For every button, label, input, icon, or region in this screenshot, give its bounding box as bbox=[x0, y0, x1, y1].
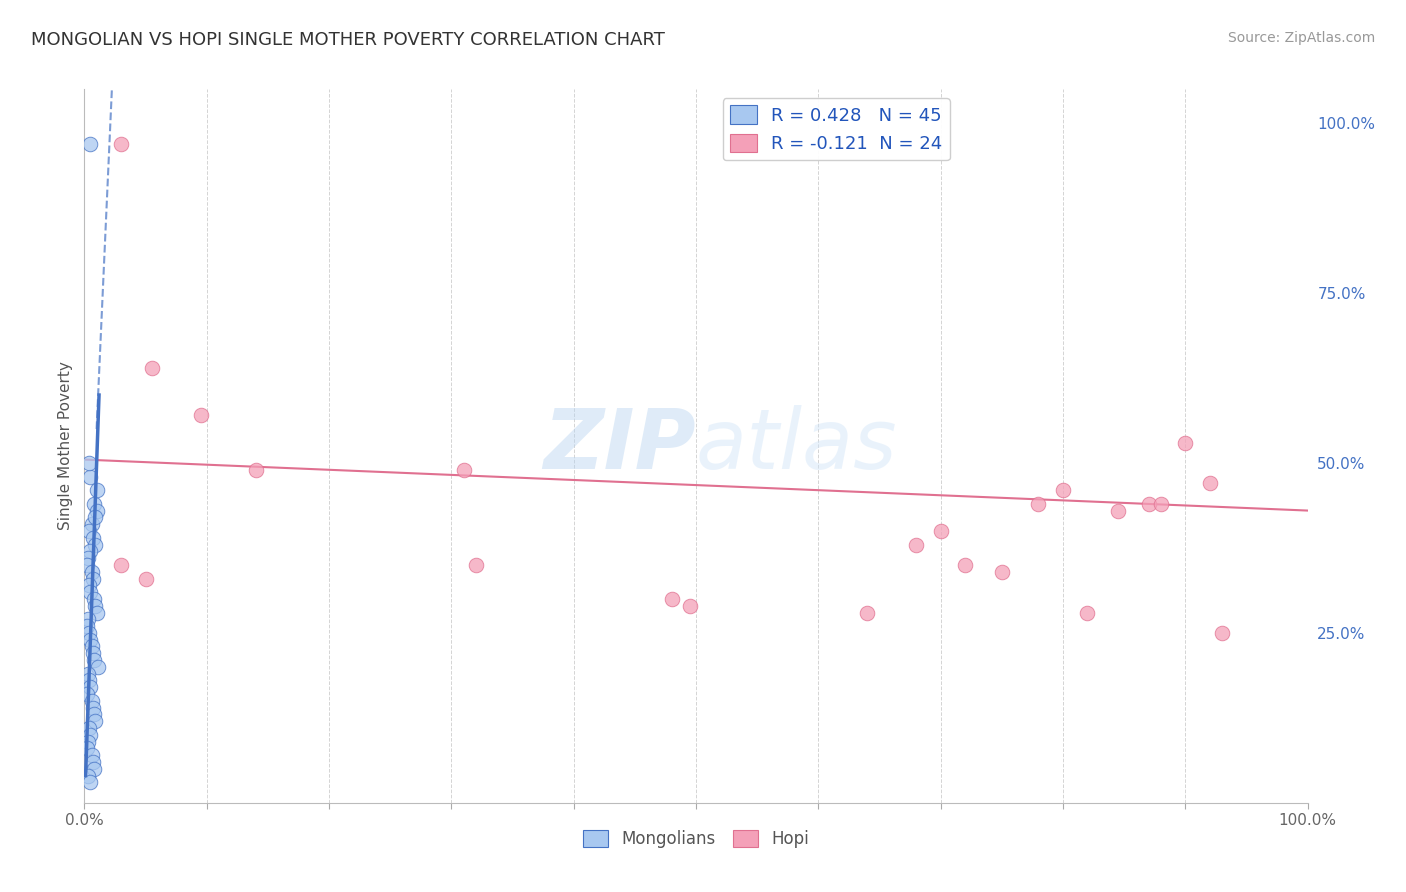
Point bbox=[80, 694, 103, 708]
Text: ZIP: ZIP bbox=[543, 406, 696, 486]
Point bbox=[82, 531, 104, 545]
Point bbox=[110, 136, 132, 151]
Point bbox=[79, 728, 101, 742]
Point bbox=[77, 734, 100, 748]
Point bbox=[82, 700, 104, 714]
Point bbox=[1028, 497, 1050, 511]
Point bbox=[80, 748, 103, 763]
Point bbox=[82, 646, 104, 660]
Point bbox=[84, 510, 107, 524]
Point bbox=[1076, 606, 1098, 620]
Point bbox=[77, 626, 100, 640]
Point bbox=[80, 517, 103, 532]
Point bbox=[1052, 483, 1074, 498]
Point bbox=[83, 497, 105, 511]
Point bbox=[86, 483, 108, 498]
Point bbox=[79, 469, 101, 483]
Point bbox=[929, 524, 952, 538]
Text: atlas: atlas bbox=[696, 406, 897, 486]
Point bbox=[76, 687, 98, 701]
Point bbox=[464, 558, 486, 572]
Point bbox=[79, 775, 101, 789]
Point bbox=[79, 544, 101, 558]
Point bbox=[77, 673, 100, 688]
Point bbox=[110, 558, 132, 572]
Point bbox=[79, 632, 101, 647]
Point bbox=[77, 612, 100, 626]
Text: MONGOLIAN VS HOPI SINGLE MOTHER POVERTY CORRELATION CHART: MONGOLIAN VS HOPI SINGLE MOTHER POVERTY … bbox=[31, 31, 665, 49]
Text: Source: ZipAtlas.com: Source: ZipAtlas.com bbox=[1227, 31, 1375, 45]
Point bbox=[141, 360, 163, 375]
Point bbox=[1137, 497, 1160, 511]
Point bbox=[1107, 503, 1129, 517]
Point bbox=[84, 537, 107, 551]
Point bbox=[82, 572, 104, 586]
Point bbox=[80, 640, 103, 654]
Y-axis label: Single Mother Poverty: Single Mother Poverty bbox=[58, 361, 73, 531]
Point bbox=[77, 551, 100, 566]
Legend: Mongolians, Hopi: Mongolians, Hopi bbox=[576, 823, 815, 855]
Point bbox=[77, 524, 100, 538]
Point bbox=[856, 606, 879, 620]
Point bbox=[79, 136, 101, 151]
Point bbox=[1211, 626, 1233, 640]
Point bbox=[661, 591, 683, 606]
Point bbox=[77, 721, 100, 735]
Point bbox=[453, 463, 475, 477]
Point bbox=[77, 578, 100, 592]
Point bbox=[1174, 435, 1197, 450]
Point bbox=[84, 714, 107, 729]
Point bbox=[79, 680, 101, 694]
Point bbox=[1198, 476, 1220, 491]
Point bbox=[79, 585, 101, 599]
Point bbox=[76, 619, 98, 633]
Point bbox=[1150, 497, 1173, 511]
Point bbox=[86, 503, 108, 517]
Point bbox=[77, 456, 100, 470]
Point bbox=[82, 755, 104, 769]
Point bbox=[135, 572, 157, 586]
Point bbox=[245, 463, 267, 477]
Point bbox=[77, 666, 100, 681]
Point bbox=[76, 741, 98, 756]
Point bbox=[86, 606, 108, 620]
Point bbox=[87, 660, 110, 674]
Point bbox=[953, 558, 976, 572]
Point bbox=[190, 409, 212, 423]
Point bbox=[80, 565, 103, 579]
Point bbox=[905, 537, 928, 551]
Point bbox=[991, 565, 1014, 579]
Point bbox=[77, 769, 100, 783]
Point bbox=[83, 707, 105, 722]
Point bbox=[83, 653, 105, 667]
Point bbox=[679, 599, 702, 613]
Point bbox=[83, 591, 105, 606]
Point bbox=[83, 762, 105, 776]
Point bbox=[76, 558, 98, 572]
Point bbox=[84, 599, 107, 613]
